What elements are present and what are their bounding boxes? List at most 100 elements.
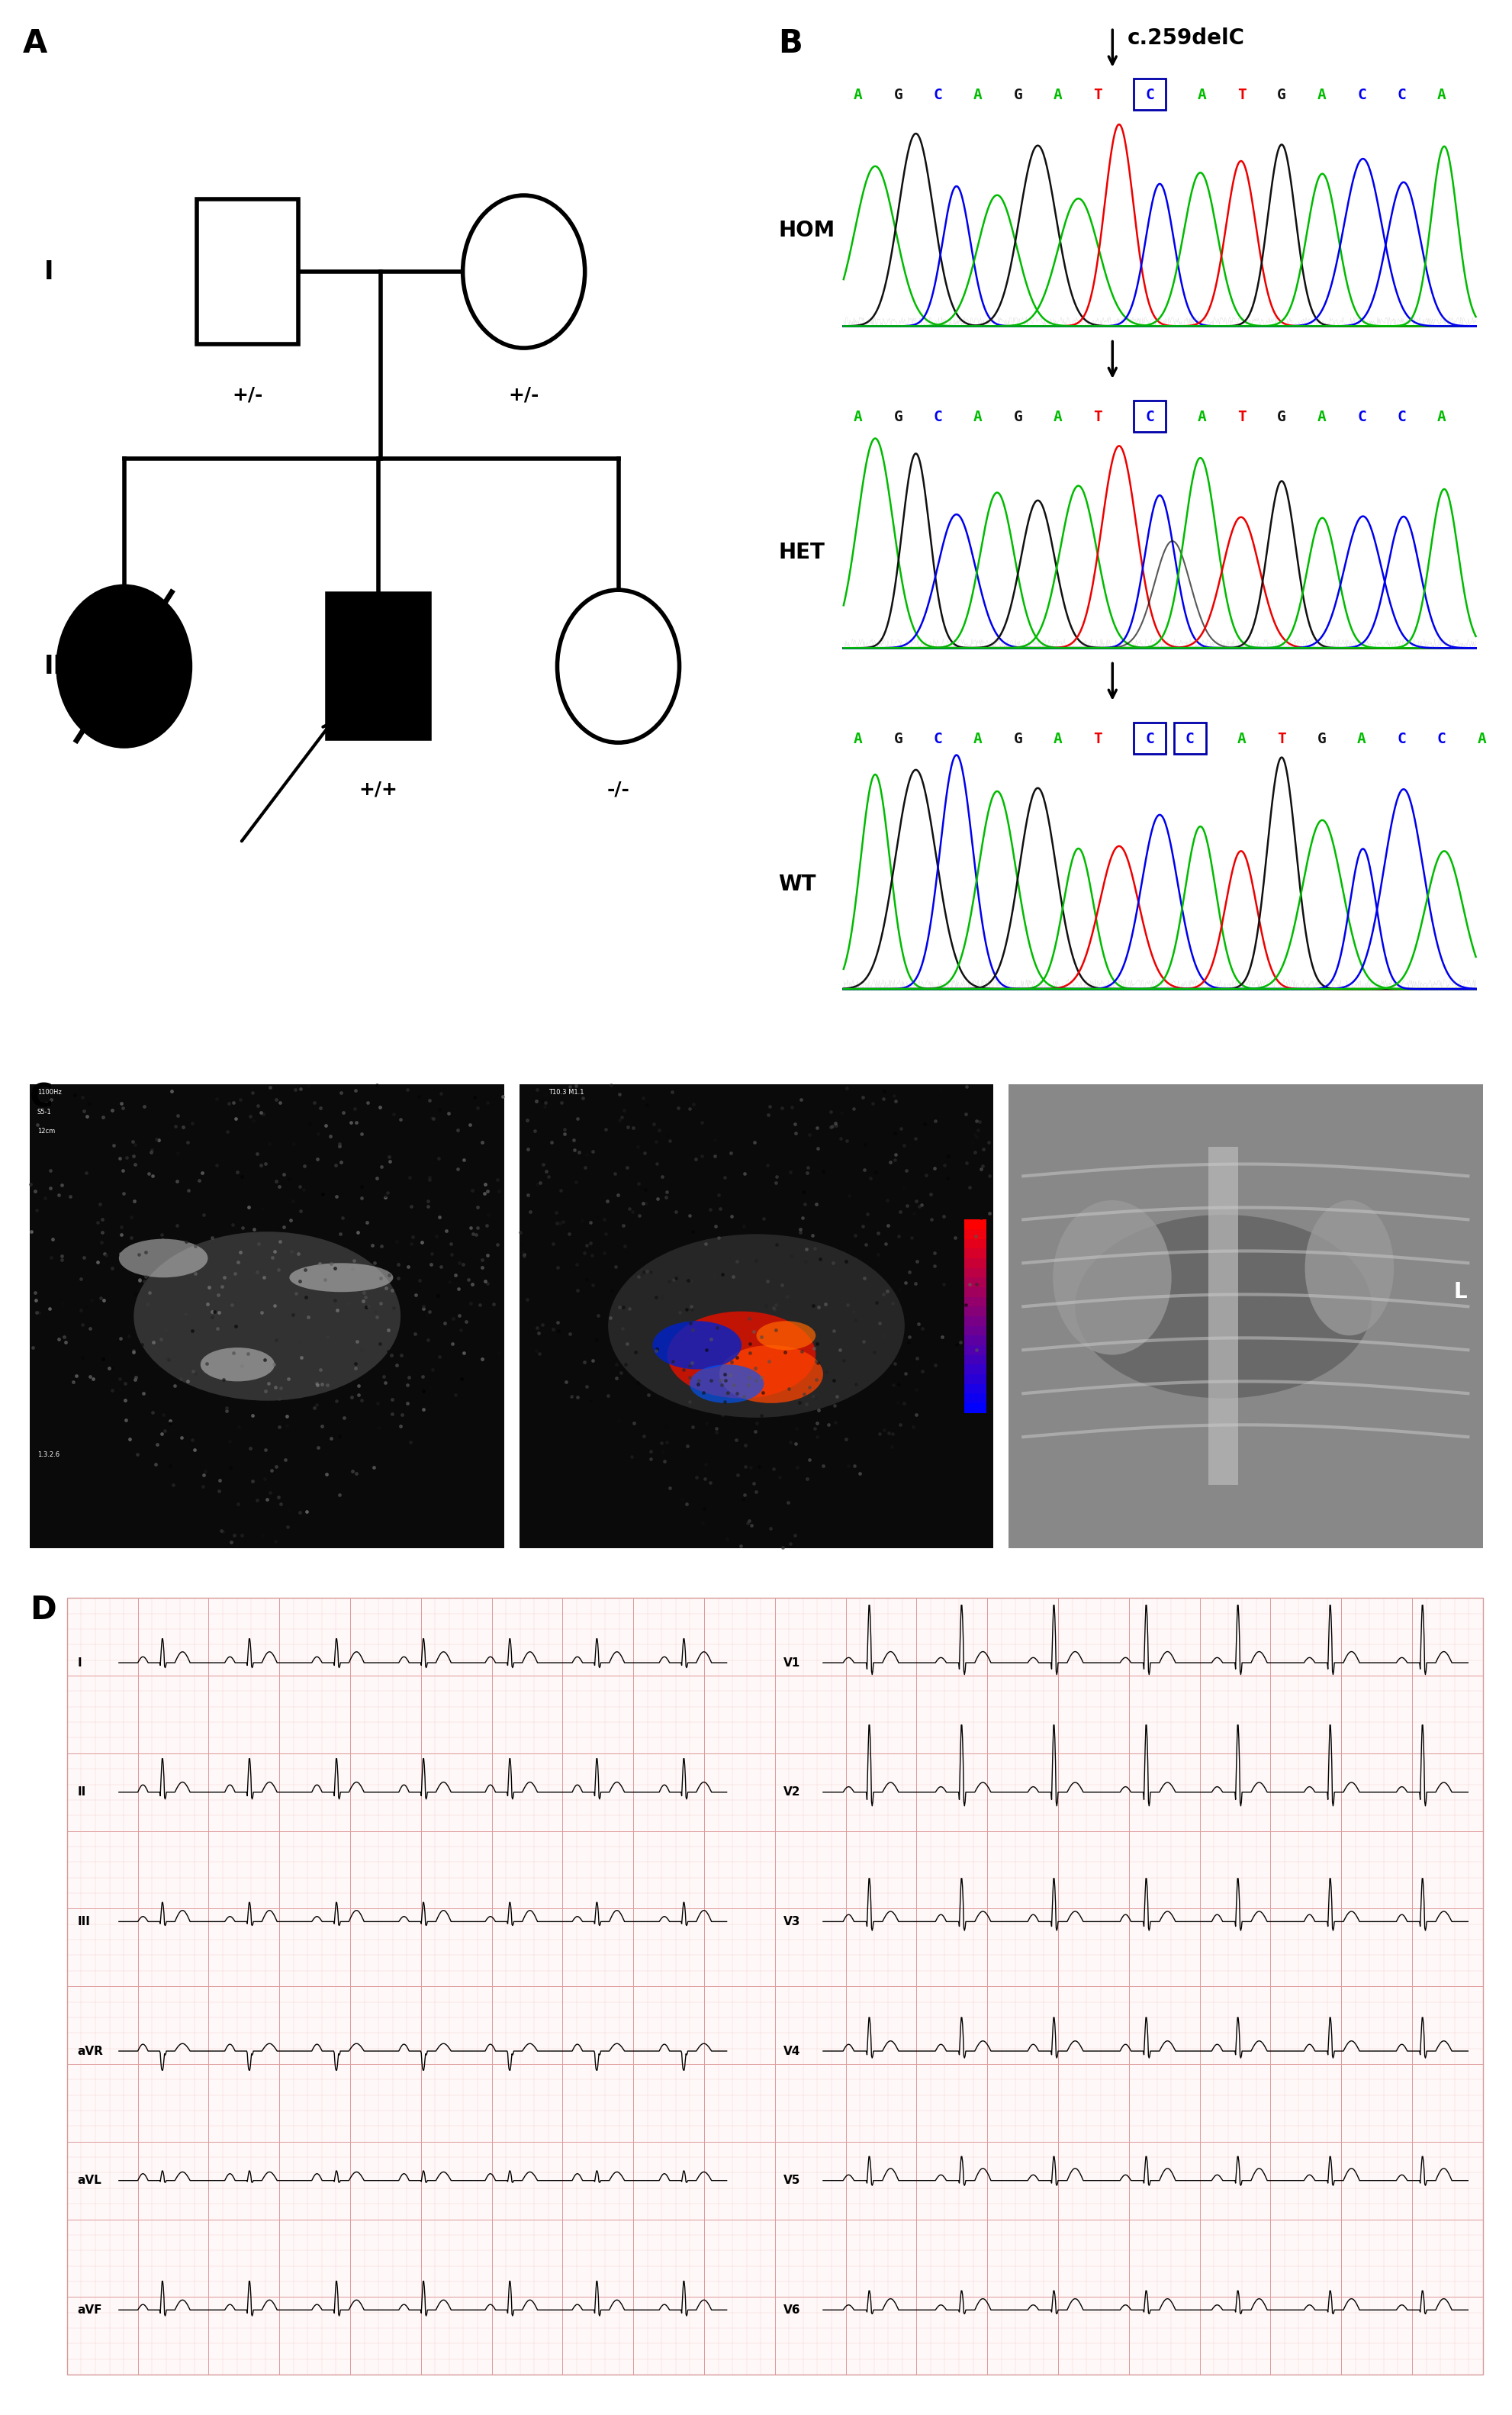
Bar	[963, 1287, 986, 1297]
Text: V2: V2	[783, 1787, 800, 1797]
Bar	[963, 1297, 986, 1307]
Text: C: C	[1356, 411, 1365, 425]
Bar	[1009, 1084, 1482, 1548]
Text: C: C	[1436, 732, 1445, 746]
Text: D: D	[30, 1594, 56, 1625]
Text: V4: V4	[783, 2046, 800, 2058]
Text: -/-: -/-	[606, 780, 629, 799]
Bar	[963, 1258, 986, 1268]
Text: A: A	[23, 27, 47, 60]
Text: C: C	[1397, 732, 1406, 746]
Text: HOM: HOM	[777, 220, 835, 242]
Text: +/-: +/-	[508, 386, 538, 403]
Text: 12cm: 12cm	[38, 1128, 54, 1135]
Text: A: A	[1356, 732, 1365, 746]
Bar	[963, 1384, 986, 1393]
Bar	[963, 1229, 986, 1239]
Ellipse shape	[689, 1364, 764, 1403]
Text: S5-1: S5-1	[38, 1108, 51, 1116]
Ellipse shape	[608, 1234, 904, 1418]
Bar	[963, 1307, 986, 1316]
Bar	[963, 1316, 986, 1326]
Text: G: G	[1013, 87, 1022, 101]
Text: I: I	[77, 1657, 82, 1669]
Bar	[963, 1220, 986, 1229]
Text: A: A	[853, 411, 862, 425]
Text: G: G	[1276, 87, 1285, 101]
Bar	[963, 1403, 986, 1413]
Bar	[963, 1374, 986, 1384]
Text: A: A	[1198, 87, 1205, 101]
Text: C: C	[1145, 411, 1154, 425]
Bar	[963, 1239, 986, 1249]
Text: aVF: aVF	[77, 2304, 103, 2316]
Text: aVR: aVR	[77, 2046, 103, 2058]
Text: V5: V5	[783, 2176, 800, 2186]
Text: A: A	[974, 411, 981, 425]
Text: c.259delC: c.259delC	[1126, 27, 1244, 48]
Bar	[328, 594, 429, 739]
Ellipse shape	[289, 1263, 393, 1292]
Text: A: A	[1237, 732, 1246, 746]
Bar	[963, 1335, 986, 1345]
Text: G: G	[894, 87, 903, 101]
Ellipse shape	[556, 589, 679, 744]
Text: A: A	[1198, 411, 1205, 425]
Text: C: C	[1397, 87, 1406, 101]
Bar	[963, 1326, 986, 1335]
Bar	[519, 1084, 993, 1548]
Text: C: C	[933, 87, 942, 101]
Bar	[1208, 1147, 1237, 1485]
Bar	[197, 198, 298, 345]
Text: A: A	[974, 87, 981, 101]
Text: G: G	[1276, 411, 1285, 425]
Ellipse shape	[1075, 1215, 1371, 1398]
Text: C: C	[1185, 732, 1194, 746]
Text: V3: V3	[783, 1915, 800, 1927]
Text: G: G	[894, 411, 903, 425]
Text: C: C	[30, 1082, 53, 1113]
Text: G: G	[894, 732, 903, 746]
Ellipse shape	[200, 1348, 275, 1381]
Text: C: C	[1145, 732, 1154, 746]
Bar	[1173, 722, 1205, 753]
Text: V6: V6	[783, 2304, 800, 2316]
Ellipse shape	[119, 1239, 207, 1278]
Text: T: T	[1093, 732, 1102, 746]
Bar	[963, 1268, 986, 1278]
Text: A: A	[1317, 411, 1326, 425]
Text: WT: WT	[777, 874, 815, 896]
Text: A: A	[853, 87, 862, 101]
Text: A: A	[1317, 87, 1326, 101]
Ellipse shape	[463, 196, 585, 348]
Text: A: A	[974, 732, 981, 746]
Ellipse shape	[756, 1321, 815, 1350]
Text: +/-: +/-	[233, 386, 263, 403]
Text: C: C	[933, 732, 942, 746]
Text: A: A	[1436, 87, 1445, 101]
Text: A: A	[1052, 87, 1061, 101]
Text: T: T	[1237, 87, 1246, 101]
Text: A: A	[1052, 732, 1061, 746]
Text: T: T	[1093, 87, 1102, 101]
Ellipse shape	[720, 1345, 823, 1403]
Ellipse shape	[667, 1311, 815, 1398]
Bar	[963, 1345, 986, 1355]
Text: L: L	[1453, 1282, 1467, 1302]
Ellipse shape	[133, 1232, 401, 1401]
Text: T: T	[1093, 411, 1102, 425]
Text: +/+: +/+	[358, 780, 398, 799]
Text: C: C	[1145, 87, 1154, 101]
Text: II: II	[77, 1787, 86, 1797]
Text: I: I	[44, 258, 54, 285]
Bar	[963, 1355, 986, 1364]
Text: A: A	[1436, 411, 1445, 425]
Text: G: G	[1013, 411, 1022, 425]
Text: A: A	[853, 732, 862, 746]
Bar	[963, 1393, 986, 1403]
Text: C: C	[1397, 411, 1406, 425]
Text: HET: HET	[777, 541, 824, 563]
Text: C: C	[1356, 87, 1365, 101]
Text: V1: V1	[783, 1657, 800, 1669]
Text: T10.3 M1.1: T10.3 M1.1	[549, 1089, 584, 1096]
